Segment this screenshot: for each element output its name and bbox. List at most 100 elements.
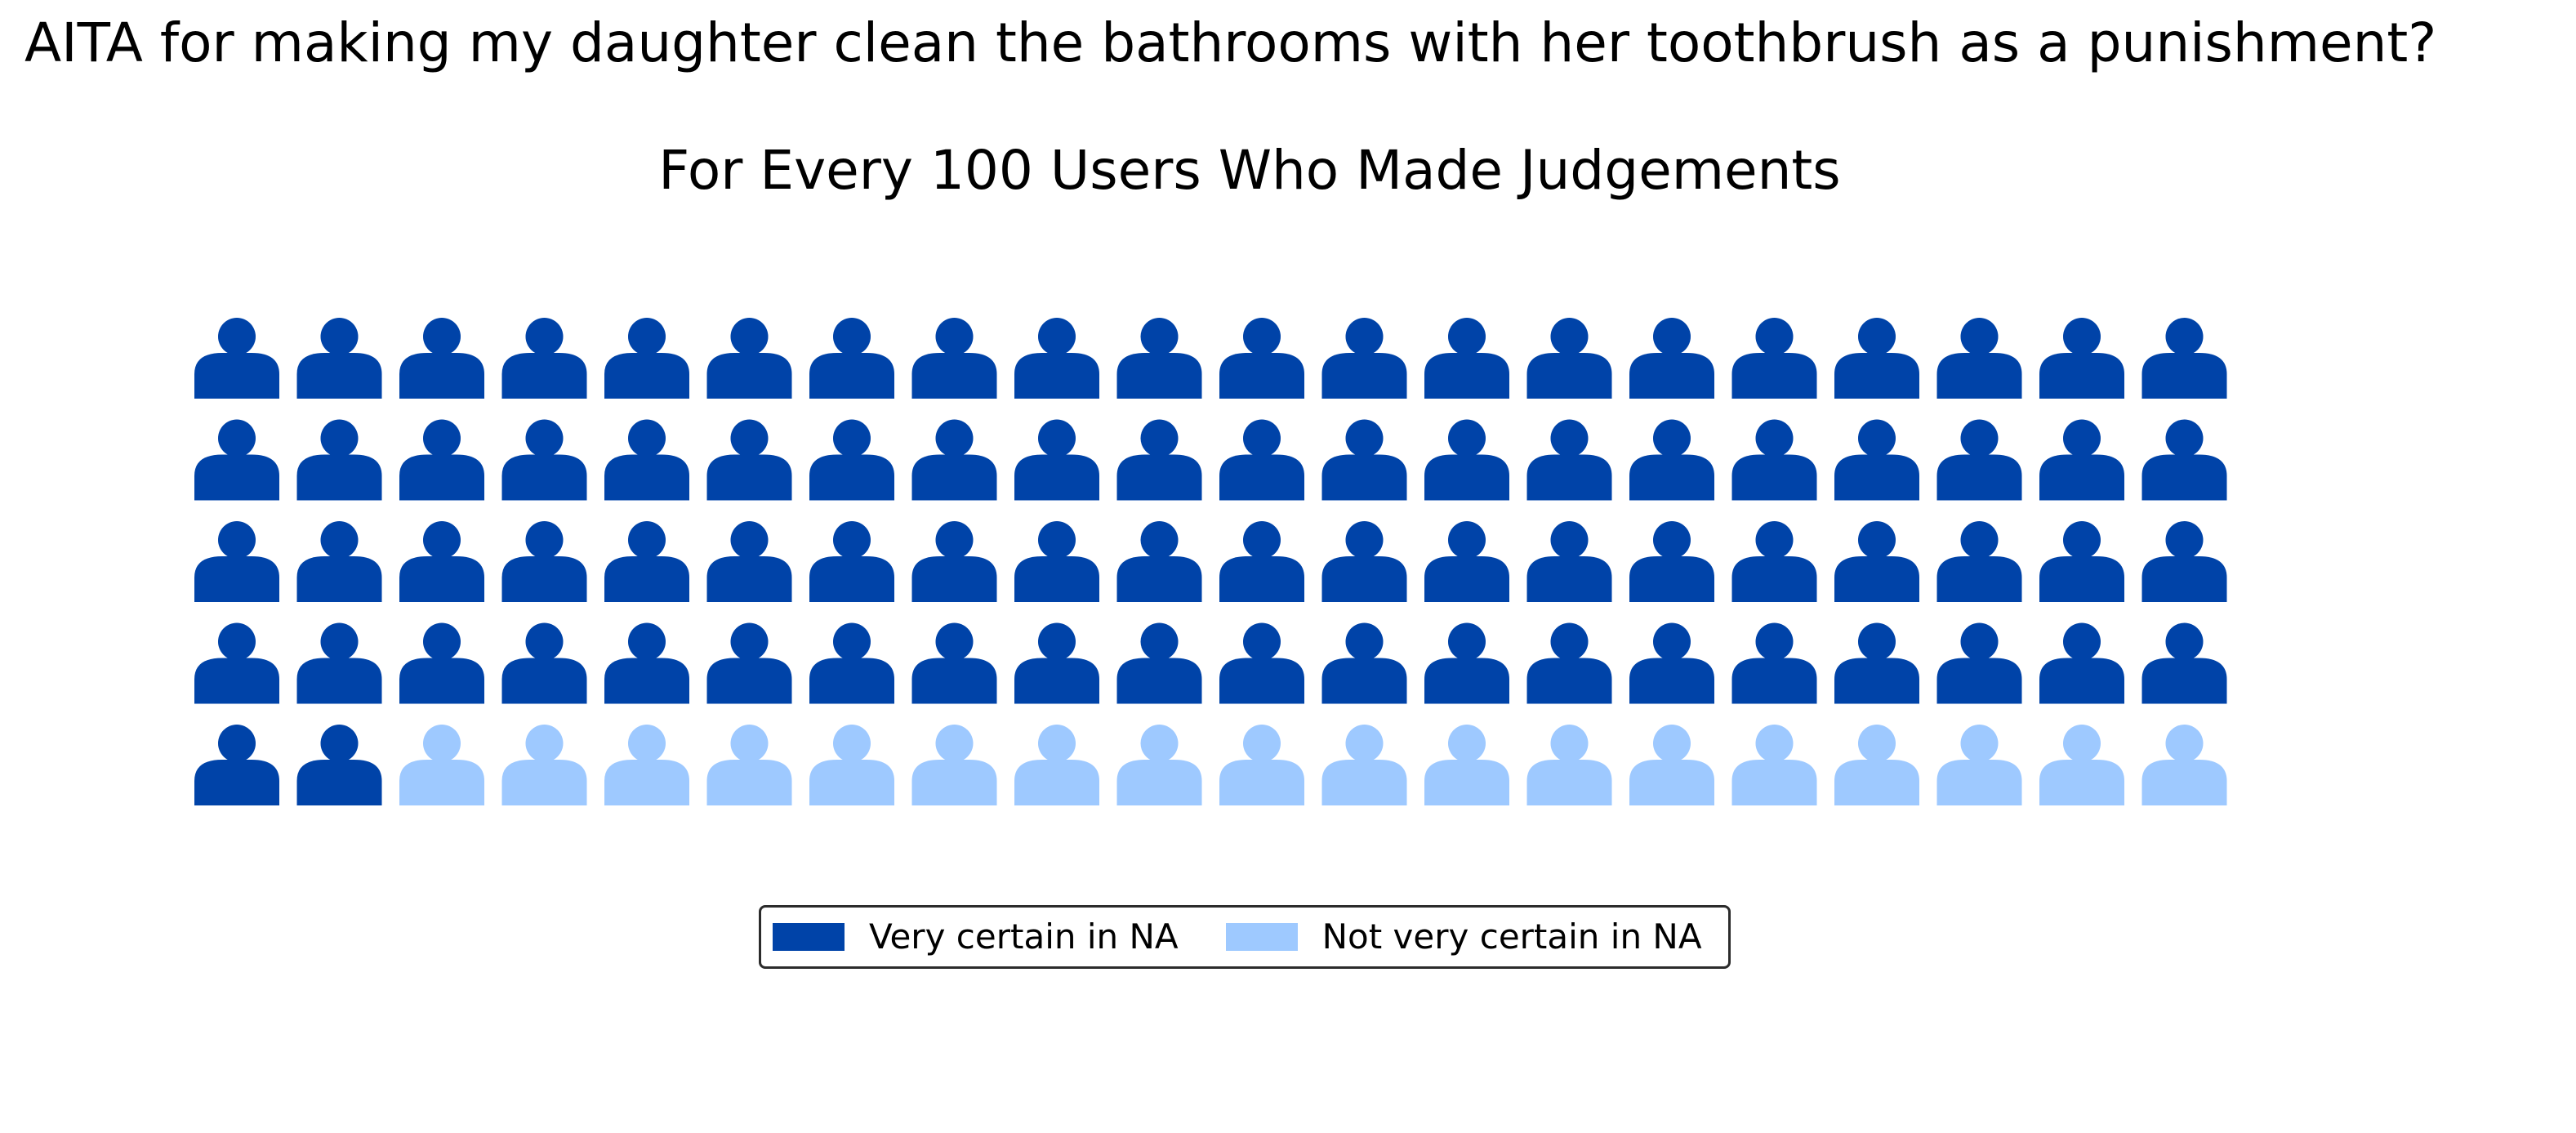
person-icon [399,725,484,805]
person-icon-head [730,521,769,559]
person-icon [1424,419,1509,501]
person-icon-head [1038,419,1076,457]
person-icon [399,318,484,399]
person-icon [1629,725,1714,805]
person-icon-body [1629,658,1714,704]
person-icon [1936,521,2022,602]
person-icon-body [1424,353,1509,399]
person-icon-head [1140,725,1179,762]
person-icon-head [833,521,871,559]
person-icon-head [1140,622,1179,661]
person-icon [296,725,382,805]
person-icon-body [2039,454,2124,501]
person-icon-body [911,454,997,501]
person-icon-head [2063,725,2101,762]
person-icon [604,521,689,602]
person-icon-head [2063,521,2101,559]
person-icon-body [1936,658,2022,704]
page-title: AITA for making my daughter clean the ba… [25,11,2437,74]
person-icon-head [1550,521,1589,559]
person-icon [501,725,587,805]
person-icon [1014,622,1099,704]
person-icon-body [1731,760,1817,805]
person-icon [1424,725,1509,805]
legend-label-very-certain: Very certain in NA [869,917,1179,957]
person-icon [1219,622,1304,704]
person-icon-body [1116,556,1202,602]
person-icon [194,521,279,602]
person-icon-head [1243,521,1281,559]
person-icon-body [1424,556,1509,602]
person-icon [1116,419,1202,501]
person-icon-head [628,419,666,457]
person-icon-head [1960,419,1999,457]
person-icon-body [2141,556,2227,602]
person-icon [1834,318,1919,399]
person-icon-body [604,658,689,704]
person-icon-head [423,725,461,762]
person-icon-head [1448,521,1486,559]
person-icon-body [1219,760,1304,805]
person-icon [1629,318,1714,399]
person-icon-head [1345,725,1384,762]
person-icon [1629,419,1714,501]
person-icon-body [2039,353,2124,399]
person-icon [1936,622,2022,704]
person-icon [1116,318,1202,399]
person-icon-head [1140,419,1179,457]
person-icon [1629,622,1714,704]
legend-swatch-not-very-certain [1225,923,1298,951]
person-icon [1936,419,2022,501]
person-icon-head [1550,419,1589,457]
person-icon-body [604,353,689,399]
person-icon-body [2039,658,2124,704]
person-icon-head [218,318,256,355]
person-icon [501,521,587,602]
person-icon [706,622,792,704]
person-icon-body [501,454,587,501]
person-icon-head [730,318,769,355]
person-icon-head [935,521,974,559]
person-icon [1219,725,1304,805]
person-icon-head [628,622,666,661]
person-icon-body [194,556,279,602]
person-icon [2039,318,2124,399]
person-icon-head [1960,622,1999,661]
person-icon-head [1448,622,1486,661]
person-icon [1116,622,1202,704]
legend-label-not-very-certain: Not very certain in NA [1321,917,1702,957]
person-icon-body [2039,556,2124,602]
person-icon-head [1858,622,1896,661]
person-icon-head [218,521,256,559]
person-icon-body [1321,353,1407,399]
person-icon-body [1219,556,1304,602]
person-icon-head [525,419,564,457]
person-icon [809,725,894,805]
person-icon [1834,521,1919,602]
person-icon-body [1424,454,1509,501]
legend-item-not-very-certain: Not very certain in NA [1225,917,1702,957]
person-icon-body [911,760,997,805]
person-icon-body [809,760,894,805]
person-icon-body [399,658,484,704]
person-icon-body [194,454,279,501]
person-icon [2039,622,2124,704]
person-icon-head [935,622,974,661]
person-icon-body [1014,658,1099,704]
person-icon-body [296,556,382,602]
person-icon-body [1219,658,1304,704]
person-icon-head [2165,725,2204,762]
person-icon [604,725,689,805]
person-icon-head [2165,622,2204,661]
person-icon-head [1755,318,1794,355]
person-icon [1014,725,1099,805]
person-icon-body [1526,760,1612,805]
person-icon [911,521,997,602]
person-icon-head [1755,521,1794,559]
person-icon [911,725,997,805]
person-icon-body [2141,760,2227,805]
person-icon [2039,521,2124,602]
person-icon-head [320,725,359,762]
person-icon [296,318,382,399]
person-icon [1731,521,1817,602]
